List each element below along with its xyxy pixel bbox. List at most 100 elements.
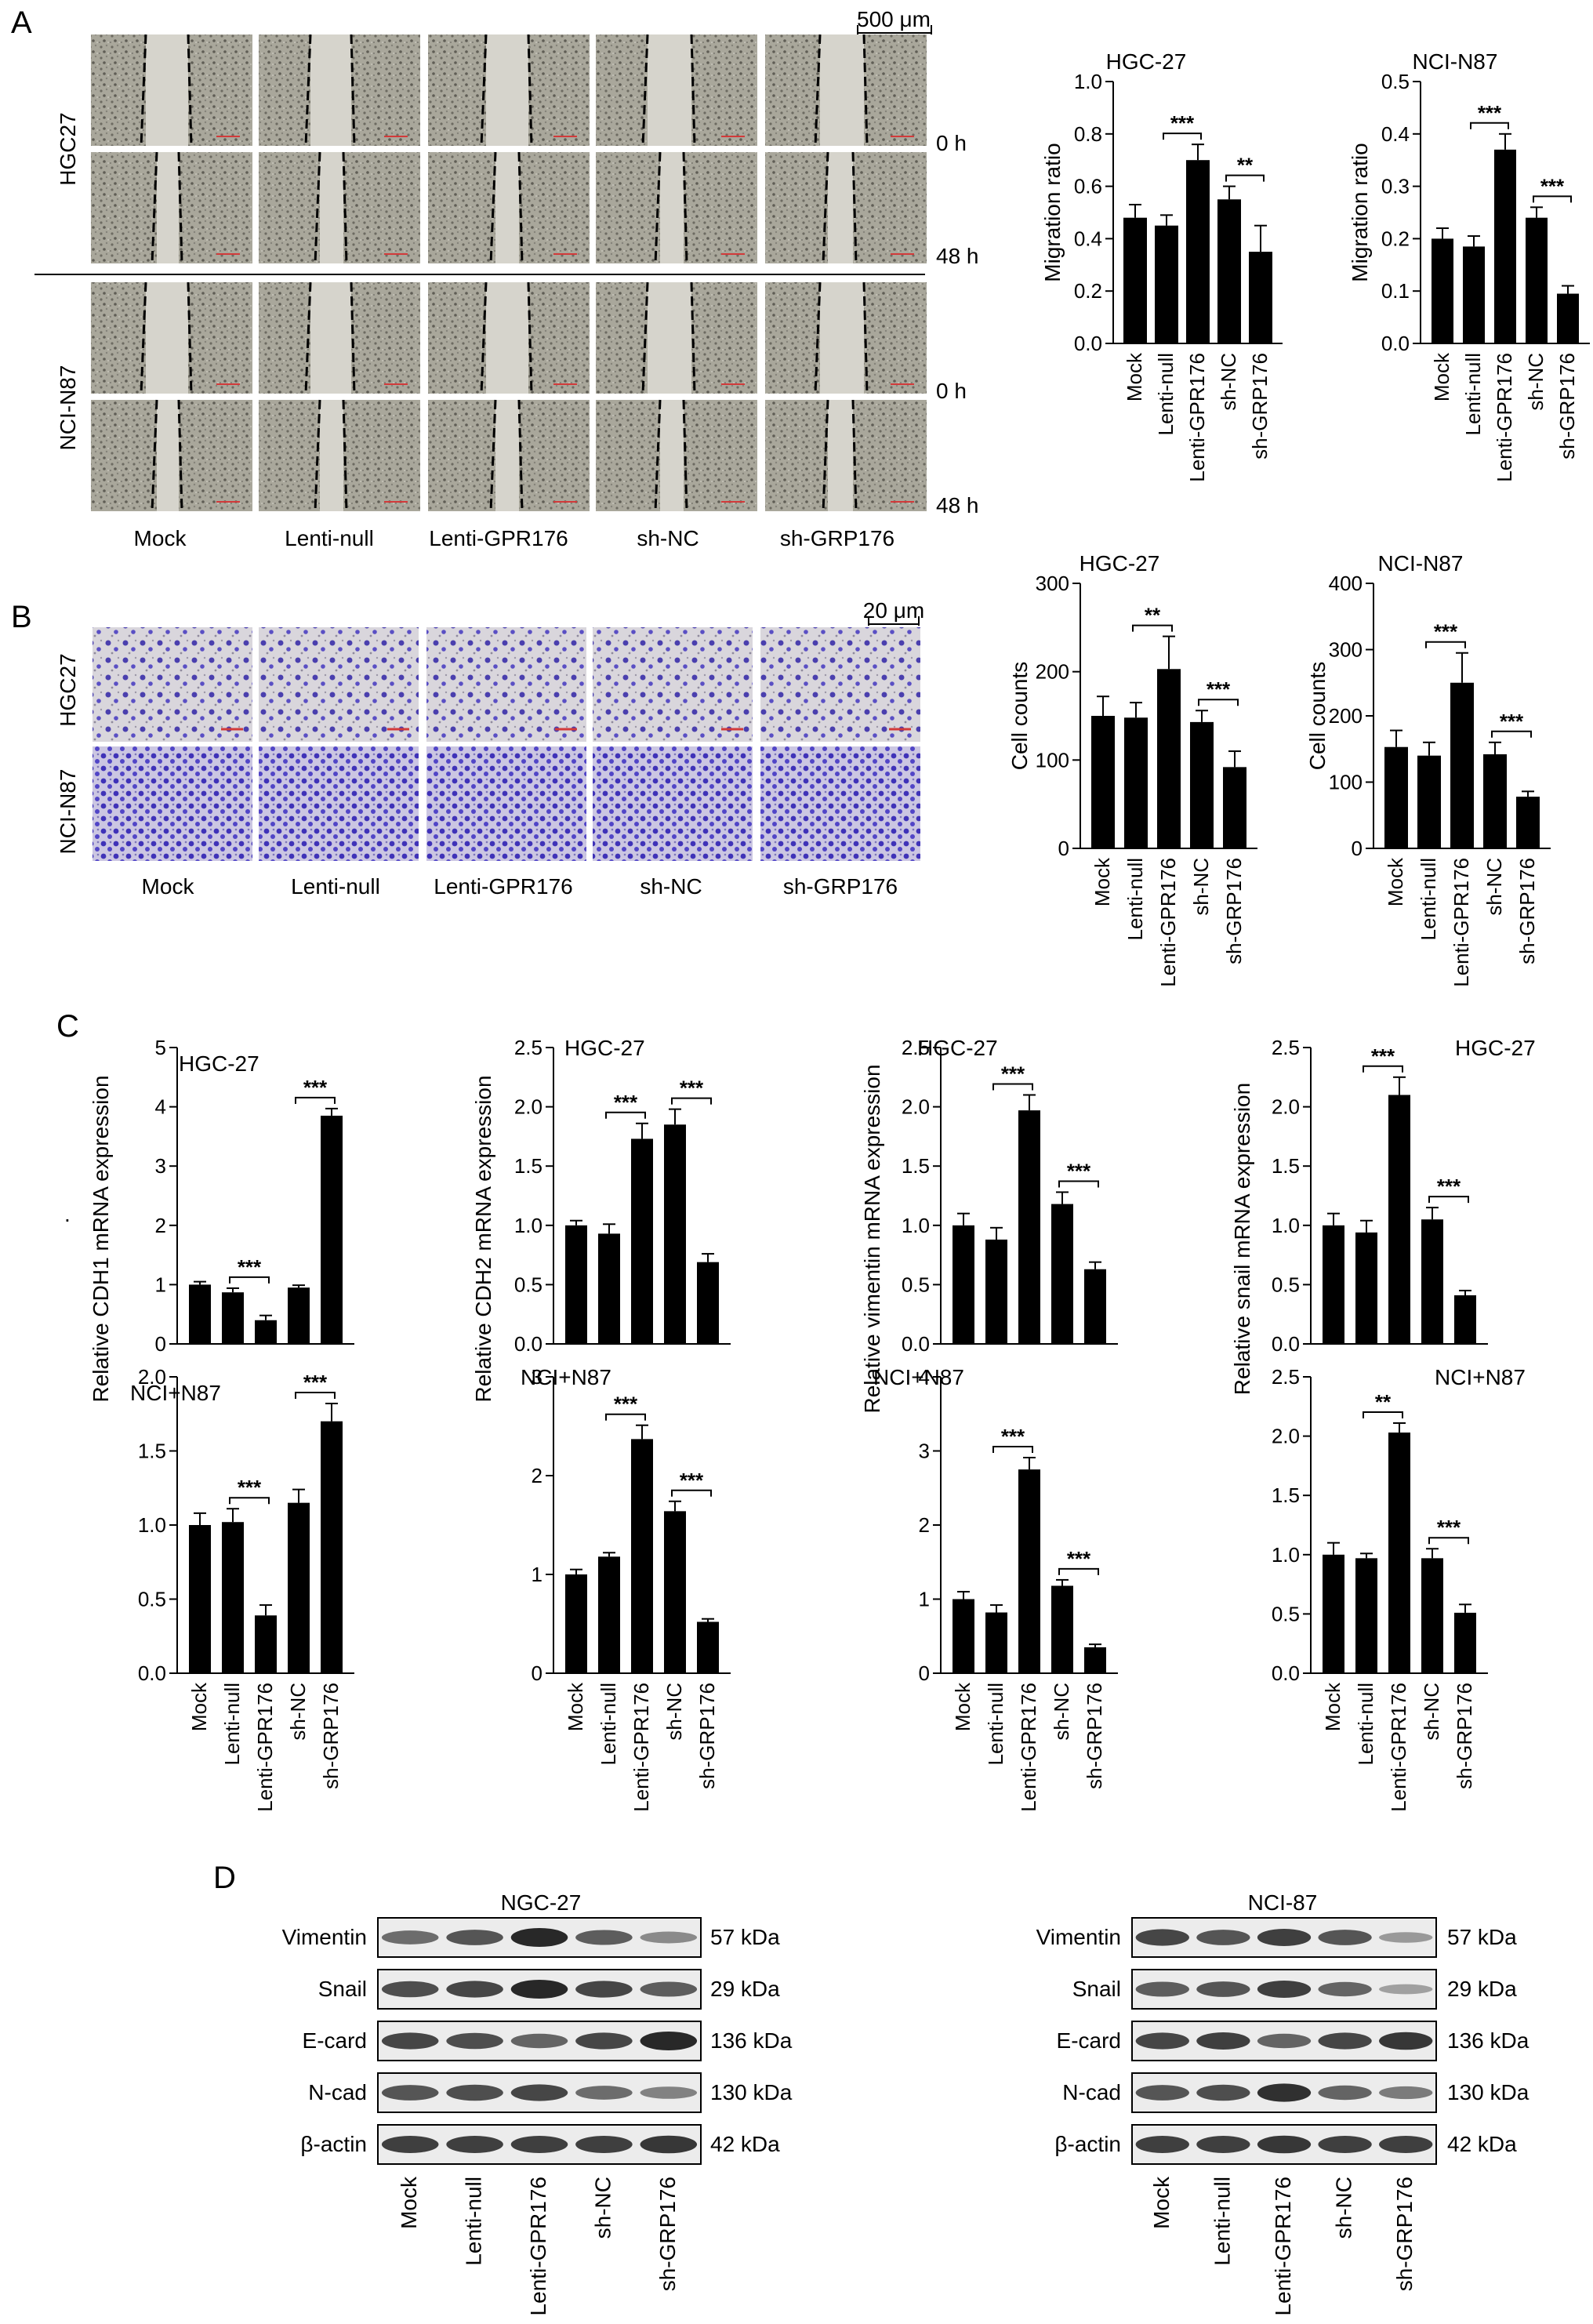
chart-title: HGC-27: [1455, 1036, 1536, 1060]
panel-label-b: B: [11, 600, 32, 634]
bar: [985, 1612, 1007, 1673]
y-tick-label: 0.5: [1272, 1602, 1300, 1625]
x-tick-label: Lenti-GPR176: [1450, 858, 1473, 987]
transwell-image: [426, 746, 586, 861]
x-tick-label: Lenti-GPR176: [1387, 1683, 1410, 1812]
blot-kda-label: 42 kDa: [1447, 2132, 1517, 2156]
y-tick-label: 0.8: [1074, 122, 1102, 146]
blot-band: [381, 2032, 439, 2050]
y-tick-label: 1.0: [1272, 1543, 1300, 1567]
bar: [1388, 1095, 1410, 1344]
x-tick-label: Lenti-GPR176: [1493, 353, 1516, 482]
x-tick-label: sh-GRP176: [1222, 858, 1246, 964]
significance-bracket: [229, 1276, 270, 1284]
blot-kda-label: 136 kDa: [710, 2028, 793, 2053]
x-tick-label: Lenti-null: [984, 1683, 1007, 1766]
significance-bracket: [1428, 1196, 1469, 1204]
x-tick-label: sh-NC: [1217, 353, 1240, 411]
significance-label: ***: [1067, 1547, 1091, 1571]
x-tick-label: sh-GRP176: [1515, 858, 1539, 964]
bar: [1557, 293, 1579, 343]
y-tick-label: 1.5: [902, 1154, 930, 1178]
scratch-image: [596, 151, 757, 264]
scratch-image: [91, 151, 252, 264]
panel-b-row-label-nci-n87: NCI-N87: [56, 769, 80, 855]
blot-lane-label: Lenti-null: [1210, 2177, 1234, 2266]
bar: [288, 1502, 310, 1673]
blot-band: [1196, 1930, 1250, 1945]
x-tick-label: sh-GRP176: [1248, 353, 1272, 459]
blot-band: [1318, 1981, 1372, 1997]
panel-a-col-sh-nc: sh-NC: [637, 526, 699, 550]
bar: [1463, 246, 1485, 343]
significance-label: **: [1375, 1390, 1392, 1414]
scratch-image: [259, 34, 420, 147]
blot-row-label: N-cad: [1062, 2080, 1121, 2104]
significance-label: ***: [680, 1077, 704, 1100]
blot-band: [1379, 2136, 1433, 2153]
blot-band: [1379, 2086, 1433, 2100]
y-axis-label: Migration ratio: [1348, 143, 1372, 281]
blot-kda-label: 57 kDa: [1447, 1925, 1517, 1949]
significance-label: ***: [614, 1393, 638, 1416]
y-axis-label: Relative CDH1 mRNA expression: [89, 1075, 113, 1402]
scratch-image: [765, 151, 927, 264]
significance-bracket: [1058, 1567, 1099, 1575]
x-tick-label: sh-GRP176: [1083, 1683, 1106, 1789]
bar: [1526, 217, 1548, 343]
blot-lane-label: Lenti-null: [462, 2177, 486, 2266]
bar: [189, 1284, 211, 1344]
chart-title: NCI+N87: [130, 1381, 221, 1405]
significance-bracket: [671, 1489, 712, 1497]
panel-a-row-label-hgc27: HGC27: [56, 112, 80, 185]
y-tick-label: 0.0: [902, 1332, 930, 1356]
bar: [697, 1262, 719, 1344]
blot-band: [381, 2136, 439, 2153]
scratch-image: [259, 151, 420, 264]
y-tick-label: 0.4: [1074, 227, 1102, 250]
blot-band: [575, 1930, 633, 1945]
bar: [664, 1124, 686, 1344]
blot-band: [1318, 2136, 1372, 2153]
y-axis-label: Relative vimentin mRNA expression: [860, 1064, 884, 1413]
blot-band: [1379, 1984, 1433, 1995]
x-tick-label: sh-NC: [1482, 858, 1506, 916]
bar: [1084, 1647, 1106, 1673]
blot-band: [1257, 1929, 1312, 1946]
scratch-image: [259, 281, 420, 394]
x-tick-label: Lenti-GPR176: [1185, 353, 1209, 482]
x-tick-label: sh-NC: [1420, 1683, 1443, 1741]
blot-row-label: Snail: [1072, 1977, 1121, 2001]
significance-bracket: [1491, 730, 1532, 738]
y-tick-label: 0.0: [1272, 1661, 1300, 1685]
significance-label: ***: [238, 1476, 262, 1499]
x-tick-label: Lenti-null: [1123, 858, 1147, 941]
blot-band: [510, 1980, 568, 1999]
bar: [1124, 717, 1148, 848]
panel-a-row-label-nci-n87: NCI-N87: [56, 365, 80, 451]
significance-label: **: [1145, 604, 1161, 627]
y-tick-label: 0: [919, 1661, 930, 1685]
blot-band: [446, 1981, 503, 1998]
blot-band: [510, 1928, 568, 1947]
panel-b-scalebar: 20 μm: [863, 598, 924, 626]
bar: [1417, 755, 1441, 848]
significance-label: ***: [614, 1091, 638, 1114]
bar: [1323, 1554, 1344, 1673]
y-tick-label: 1.0: [514, 1214, 542, 1237]
panel-a-col-mock: Mock: [134, 526, 187, 550]
bar: [631, 1138, 653, 1344]
y-axis-label: Cell counts: [1305, 662, 1330, 771]
blot-lane-label: sh-NC: [1332, 2177, 1356, 2239]
blot-band: [1196, 2084, 1250, 2101]
bar: [598, 1556, 620, 1673]
blot-band: [510, 2033, 568, 2049]
y-tick-label: 0.0: [1381, 332, 1410, 355]
x-tick-label: sh-GRP176: [1555, 353, 1579, 459]
blot-band: [1318, 2032, 1372, 2050]
y-tick-label: 100: [1036, 748, 1069, 772]
significance-bracket: [1363, 1065, 1403, 1073]
